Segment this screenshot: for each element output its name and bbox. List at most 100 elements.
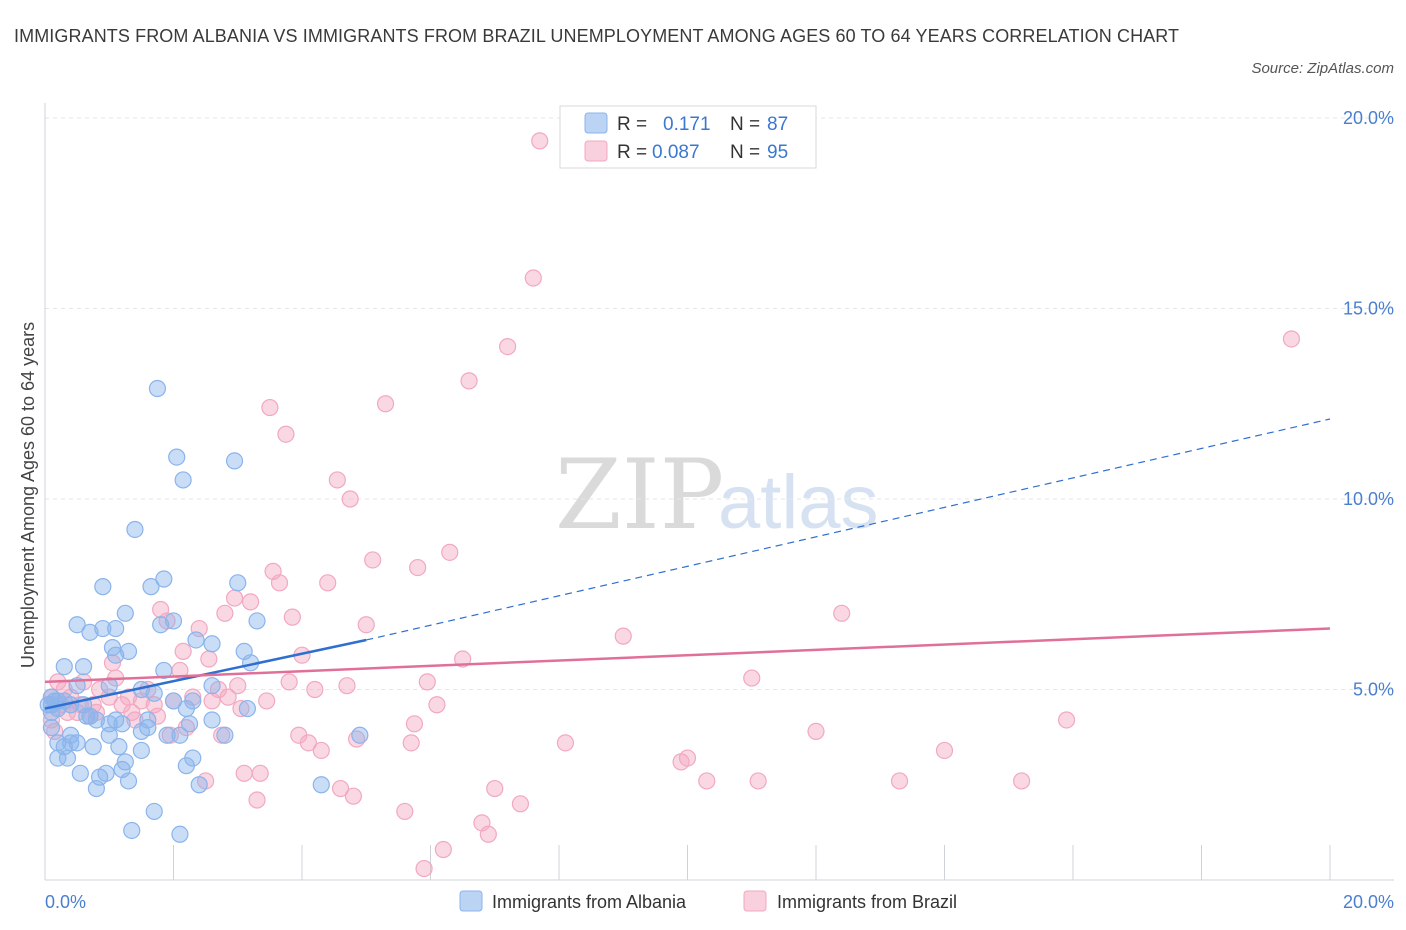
brazil-point: [531, 132, 549, 150]
brazil-point: [833, 604, 851, 622]
brazil-point: [328, 471, 346, 489]
brazil-point: [460, 372, 478, 390]
legend-r-brazil: 0.087: [652, 142, 700, 163]
brazil-point: [409, 558, 427, 577]
bottom-legend: Immigrants from Albania Immigrants from …: [459, 890, 957, 912]
brazil-point: [319, 574, 337, 592]
albania-point: [312, 776, 330, 794]
brazil-point: [935, 741, 954, 760]
brazil-point: [261, 398, 279, 417]
albania-point: [55, 658, 73, 676]
brazil-point: [200, 650, 218, 668]
brazil-point: [235, 764, 253, 782]
albania-point: [123, 821, 141, 840]
legend-r-label-brazil: R =: [617, 142, 647, 163]
albania-trendline-extension: [366, 418, 1331, 641]
albania-point: [168, 448, 186, 466]
albania-point: [145, 684, 163, 702]
albania-point: [248, 612, 266, 630]
albania-point: [164, 612, 183, 630]
albania-point: [110, 738, 128, 756]
brazil-point: [698, 772, 716, 790]
x-tick-label-min: 0.0%: [45, 892, 86, 912]
brazil-point: [225, 589, 244, 607]
albania-point: [81, 623, 99, 641]
albania-point: [62, 734, 80, 752]
brazil-point: [524, 269, 542, 287]
brazil-point: [216, 604, 234, 622]
albania-point: [171, 726, 189, 744]
brazil-point: [396, 802, 414, 821]
albania-point: [164, 692, 183, 710]
brazil-point: [364, 551, 382, 569]
albania-point: [180, 715, 199, 733]
brazil-point: [248, 791, 266, 809]
brazil-point: [499, 338, 517, 356]
albania-point: [238, 699, 256, 718]
brazil-point: [743, 669, 761, 687]
bottom-legend-albania: Immigrants from Albania: [492, 892, 687, 912]
albania-point: [155, 661, 173, 680]
y-tick-label: 20.0%: [1343, 108, 1394, 128]
brazil-point: [148, 707, 167, 725]
brazil-point: [1057, 711, 1076, 729]
brazil-point: [511, 795, 530, 813]
y-axis-label: Unemployment Among Ages 60 to 64 years: [18, 322, 38, 668]
albania-point: [119, 642, 138, 661]
legend-r-albania: 0.171: [663, 114, 711, 135]
albania-point: [94, 619, 112, 638]
albania-point: [184, 749, 202, 767]
albania-point: [152, 616, 170, 634]
y-tick-label: 15.0%: [1343, 299, 1394, 319]
brazil-point: [614, 627, 632, 645]
brazil-point: [344, 787, 362, 805]
albania-point: [184, 692, 202, 710]
legend-n-brazil: 95: [767, 142, 788, 163]
y-axis-tick-labels: 5.0% 10.0% 15.0% 20.0%: [1343, 108, 1394, 700]
brazil-point: [219, 688, 237, 706]
brazil-point: [341, 490, 359, 508]
albania-point: [68, 734, 86, 752]
x-axis-ticks: [44, 845, 1331, 880]
watermark-zip: ZIP: [555, 439, 724, 551]
brazil-point: [454, 650, 472, 668]
albania-point: [116, 753, 134, 771]
brazil-point: [229, 677, 247, 695]
albania-point: [203, 677, 221, 695]
legend-r-label-albania: R =: [617, 114, 647, 135]
brazil-point: [283, 608, 301, 626]
brazil-point: [312, 741, 330, 760]
albania-point: [100, 726, 118, 744]
albania-point: [71, 764, 89, 782]
brazil-point: [299, 734, 318, 752]
albania-point: [203, 711, 221, 729]
legend-swatch-albania: [584, 112, 608, 134]
albania-point: [68, 616, 86, 634]
brazil-point: [258, 692, 276, 710]
bottom-legend-swatch-brazil: [743, 890, 767, 912]
brazil-point: [174, 642, 192, 661]
albania-point: [174, 471, 192, 489]
source-credit: Source: ZipAtlas.com: [1251, 60, 1394, 77]
albania-point: [142, 578, 160, 596]
brazil-point: [331, 779, 350, 798]
albania-point: [94, 578, 112, 596]
brazil-point: [232, 699, 250, 718]
albania-point: [107, 619, 125, 638]
brazil-point: [486, 779, 504, 798]
brazil-trendline: [44, 627, 1331, 684]
brazil-point: [277, 425, 295, 443]
albania-point: [216, 726, 234, 744]
brazil-point: [890, 772, 909, 790]
albania-point: [113, 715, 131, 733]
legend-n-albania: 87: [767, 114, 788, 135]
albania-point: [74, 658, 93, 676]
brazil-point: [415, 859, 433, 878]
brazil-point: [749, 772, 767, 790]
albania-point: [187, 631, 205, 649]
brazil-point: [242, 593, 260, 611]
brazil-point: [1282, 330, 1301, 348]
albania-point: [58, 749, 77, 767]
legend-n-label-brazil: N =: [730, 142, 760, 163]
brazil-point: [405, 715, 424, 733]
